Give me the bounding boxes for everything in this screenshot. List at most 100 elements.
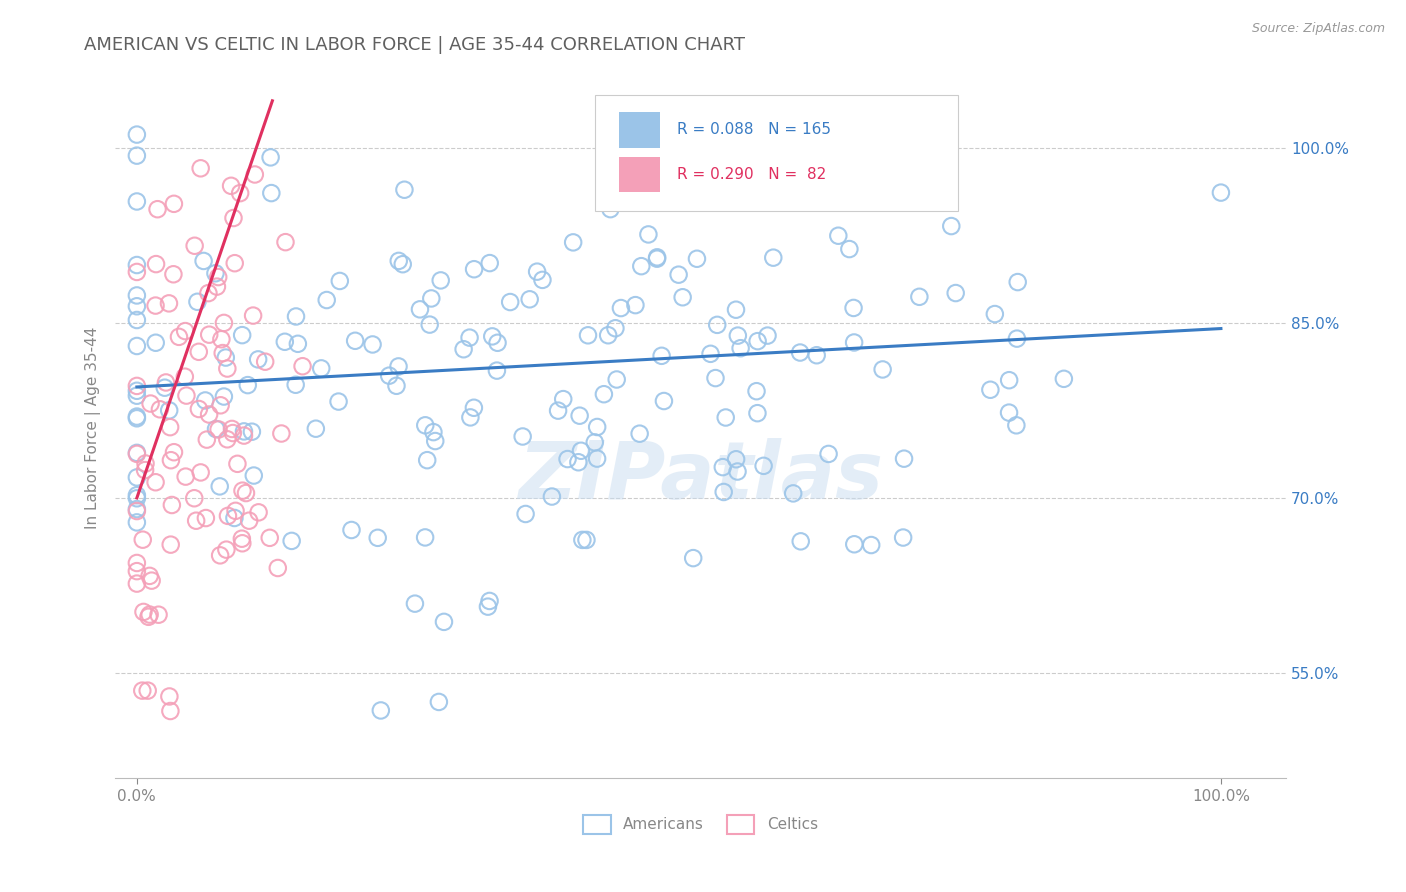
Point [187, 344, 209, 359]
Point [1053, 372, 1076, 386]
Point [433, 615, 456, 629]
Point [499, 295, 522, 310]
Point [235, 486, 257, 500]
Point [243, 468, 266, 483]
Point [146, 202, 169, 217]
Point [394, 183, 416, 197]
Point [624, 298, 647, 312]
Point [606, 372, 628, 386]
Point [478, 256, 501, 270]
Point [668, 268, 690, 282]
Point [860, 538, 883, 552]
Point [186, 294, 208, 309]
Point [208, 479, 231, 493]
Point [259, 531, 281, 545]
Point [125, 491, 148, 506]
Point [512, 429, 534, 443]
Point [711, 460, 734, 475]
Point [727, 328, 749, 343]
Point [125, 504, 148, 518]
Point [727, 465, 749, 479]
Point [598, 328, 620, 343]
Point [125, 313, 148, 327]
Bar [619, 112, 659, 147]
Point [132, 533, 155, 547]
Point [274, 334, 297, 349]
Point [844, 537, 866, 551]
Point [790, 534, 813, 549]
Point [197, 286, 219, 301]
Point [157, 296, 180, 310]
Point [174, 324, 197, 338]
Point [682, 551, 704, 566]
Point [209, 332, 232, 346]
Point [567, 455, 589, 469]
Point [139, 396, 162, 410]
Point [531, 273, 554, 287]
Point [477, 599, 499, 614]
Point [190, 466, 212, 480]
Point [979, 383, 1001, 397]
Point [908, 290, 931, 304]
Point [215, 351, 238, 365]
Point [562, 235, 585, 250]
Point [752, 458, 775, 473]
Point [134, 463, 156, 477]
Point [157, 690, 180, 704]
Point [231, 532, 253, 546]
Point [211, 346, 233, 360]
Point [806, 348, 828, 362]
Point [233, 425, 256, 439]
Point [429, 273, 451, 287]
Point [361, 337, 384, 351]
Point [706, 318, 728, 332]
Point [285, 310, 308, 324]
Point [387, 359, 409, 374]
Point [605, 321, 627, 335]
Point [153, 381, 176, 395]
Point [138, 569, 160, 583]
Point [162, 267, 184, 281]
Point [486, 335, 509, 350]
Point [145, 335, 167, 350]
Point [686, 252, 709, 266]
Point [747, 334, 769, 348]
Point [872, 362, 894, 376]
Point [221, 422, 243, 436]
Point [222, 425, 245, 440]
Point [586, 451, 609, 466]
Point [198, 408, 221, 422]
Text: R = 0.290   N =  82: R = 0.290 N = 82 [678, 167, 827, 182]
Point [186, 514, 208, 528]
Point [1005, 332, 1028, 346]
Point [226, 457, 249, 471]
Point [782, 486, 804, 500]
Point [789, 345, 811, 359]
Point [427, 695, 450, 709]
Point [367, 531, 389, 545]
Point [267, 561, 290, 575]
Point [159, 704, 181, 718]
Point [463, 262, 485, 277]
Point [238, 514, 260, 528]
Text: Source: ZipAtlas.com: Source: ZipAtlas.com [1251, 22, 1385, 36]
Point [148, 607, 170, 622]
Point [453, 343, 475, 357]
Point [135, 457, 157, 471]
Point [893, 451, 915, 466]
Point [714, 410, 737, 425]
Point [125, 339, 148, 353]
Point [125, 288, 148, 302]
Point [190, 161, 212, 176]
Point [422, 425, 444, 439]
Point [419, 318, 441, 332]
Point [174, 469, 197, 483]
Point [842, 335, 865, 350]
Point [157, 403, 180, 417]
Point [941, 219, 963, 233]
Point [141, 574, 163, 588]
Point [586, 420, 609, 434]
Point [305, 422, 328, 436]
Point [385, 378, 408, 392]
Point [460, 410, 482, 425]
